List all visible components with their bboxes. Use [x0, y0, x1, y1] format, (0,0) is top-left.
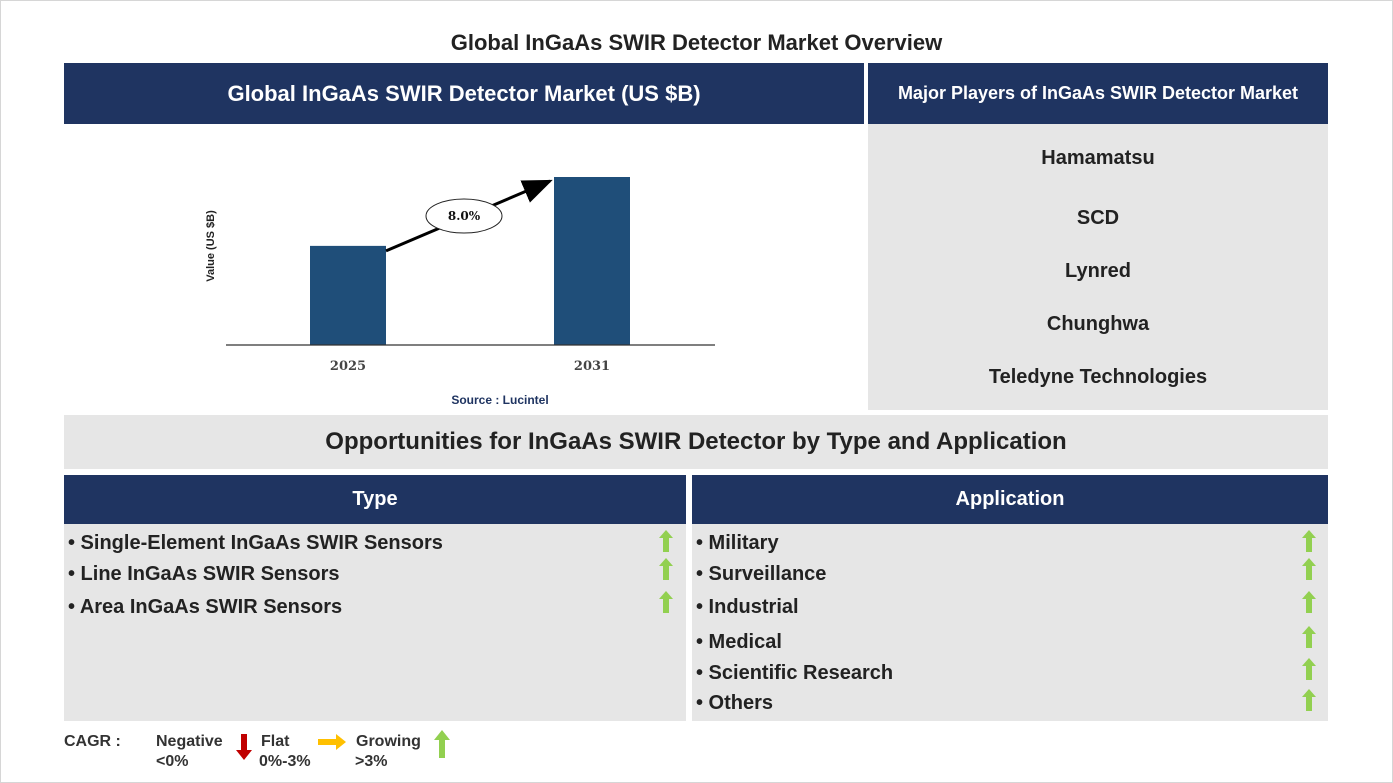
player-item: Chunghwa: [1046, 313, 1150, 335]
market-chart-header-label: Global InGaAs SWIR Detector Market (US $…: [227, 80, 701, 106]
application-item: • Medical: [696, 631, 782, 653]
growing-arrow-icon: [1302, 689, 1316, 711]
application-item: • Military: [696, 532, 779, 554]
players-panel: [868, 124, 1328, 410]
cagr-label: 8.0%: [448, 209, 481, 223]
chart-panel: Value (US $B) 2025 2031 8.0% Source : Luc…: [64, 124, 864, 410]
player-item: SCD: [1076, 207, 1120, 229]
application-item: • Scientific Research: [696, 662, 894, 684]
growing-arrow-icon: [659, 530, 673, 552]
player-item: Hamamatsu: [1041, 147, 1155, 169]
application-header: Application: [692, 475, 1328, 524]
legend-negative-range: <0%: [156, 753, 189, 770]
market-bar-chart: Value (US $B) 2025 2031 8.0% Source : Luc…: [205, 177, 715, 407]
flat-arrow-icon: [318, 734, 346, 750]
type-item: • Line InGaAs SWIR Sensors: [68, 563, 340, 585]
legend-flat-label: Flat: [261, 733, 290, 750]
growing-arrow-icon: [659, 591, 673, 613]
opportunities-title-label: Opportunities for InGaAs SWIR Detector b…: [325, 428, 1067, 455]
application-item: • Others: [696, 692, 774, 714]
growing-arrow-icon: [659, 558, 673, 580]
players-header: Major Players of InGaAs SWIR Detector Ma…: [868, 63, 1328, 124]
application-header-label: Application: [955, 488, 1065, 510]
cagr-bubble: [425, 198, 503, 234]
legend-growing-range: >3%: [355, 753, 388, 770]
type-item: • Area InGaAs SWIR Sensors: [68, 596, 343, 618]
legend-flat-range: 0%-3%: [259, 753, 311, 770]
page-title: Global InGaAs SWIR Detector Market Overv…: [450, 30, 943, 55]
opportunities-title: Opportunities for InGaAs SWIR Detector b…: [64, 415, 1328, 469]
growing-arrow-icon: [1302, 658, 1316, 680]
application-panel: [692, 524, 1328, 721]
player-item: Teledyne Technologies: [988, 366, 1208, 388]
legend-negative-label: Negative: [156, 733, 223, 750]
growing-arrow-icon: [1302, 591, 1316, 613]
x-tick-label: 2031: [574, 359, 610, 374]
growing-arrow-icon: [1302, 626, 1316, 648]
market-chart-header: Global InGaAs SWIR Detector Market (US $…: [64, 63, 864, 124]
bar-2031: [554, 177, 630, 345]
growing-arrow-icon: [434, 730, 450, 758]
chart-source: Source : Lucintel: [451, 393, 548, 407]
application-item: • Industrial: [696, 596, 799, 618]
player-item: Lynred: [1065, 260, 1131, 282]
type-panel: [64, 524, 686, 721]
type-header: Type: [64, 475, 686, 524]
legend-growing-label: Growing: [356, 733, 421, 750]
x-tick-label: 2025: [330, 359, 366, 374]
players-header-label: Major Players of InGaAs SWIR Detector Ma…: [897, 83, 1299, 103]
application-item: • Surveillance: [696, 563, 827, 585]
growing-arrow-icon: [1302, 558, 1316, 580]
type-item: • Single-Element InGaAs SWIR Sensors: [68, 532, 443, 554]
legend-cagr-label: CAGR :: [64, 733, 121, 750]
negative-arrow-icon: [236, 734, 252, 760]
type-header-label: Type: [352, 488, 398, 510]
growing-arrow-icon: [1302, 530, 1316, 552]
bar-2025: [310, 245, 386, 345]
y-axis-label: Value (US $B): [205, 210, 217, 282]
